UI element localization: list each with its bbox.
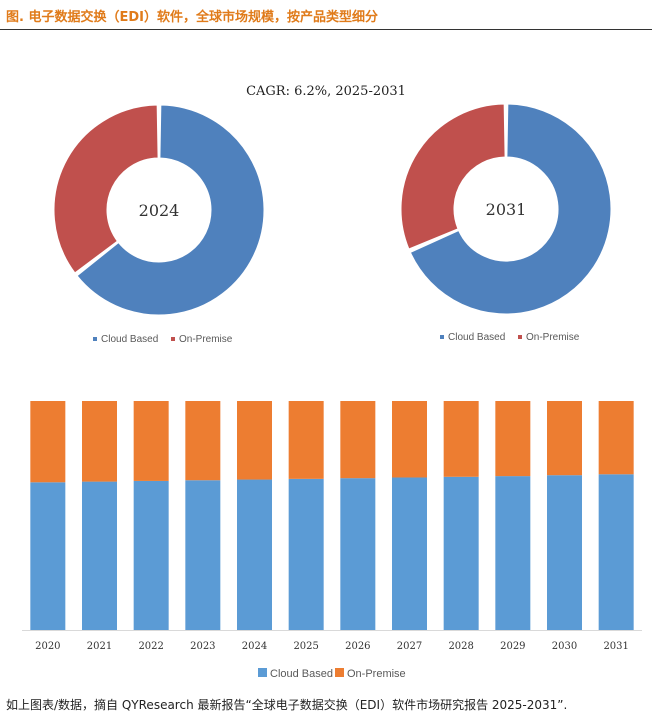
bar-cloud-based-2021 [82, 481, 117, 630]
bar-on-premise-2028 [443, 401, 479, 477]
x-tick-label: 2031 [603, 641, 628, 652]
donut-slice-on-premise [400, 103, 506, 250]
bar-on-premise-2023 [185, 401, 221, 481]
bar-on-premise-2021 [82, 401, 117, 482]
bar-cloud-based-2023 [185, 480, 221, 630]
bar-cloud-based-2030 [547, 475, 582, 630]
x-tick-label: 2022 [138, 641, 163, 652]
bar-on-premise-2027 [392, 401, 427, 478]
page-title: 图. 电子数据交换（EDI）软件，全球市场规模，按产品类型细分 [6, 10, 378, 25]
legend-swatch [93, 337, 97, 341]
legend-swatch [518, 335, 522, 339]
legend-label: Cloud Based [448, 332, 505, 343]
cagr-label: CAGR: 6.2%, 2025-2031 [246, 84, 406, 99]
x-tick-label: 2023 [190, 641, 215, 652]
x-tick-label: 2026 [345, 641, 370, 652]
legend-label: On-Premise [179, 334, 233, 345]
bar-on-premise-2022 [133, 401, 169, 481]
header-divider [0, 29, 652, 30]
donut-slice-on-premise [53, 104, 159, 274]
legend-label: On-Premise [526, 332, 580, 343]
donut-chart-2024: 2024 Cloud Based On-Premise [53, 104, 265, 345]
bar-cloud-based-2022 [133, 480, 169, 630]
donut-chart-2031: 2031 Cloud Based On-Premise [400, 103, 612, 343]
x-tick-label: 2021 [87, 641, 112, 652]
bar-cloud-based-2025 [288, 478, 324, 630]
source-note: 如上图表/数据，摘自 QYResearch 最新报告“全球电子数据交换（EDI）… [6, 698, 568, 712]
bar-on-premise-2020 [30, 401, 66, 483]
bar-on-premise-2029 [495, 401, 531, 477]
donut-center-label: 2024 [139, 201, 180, 220]
legend-label: Cloud Based [270, 668, 333, 680]
x-tick-label: 2029 [500, 641, 525, 652]
donut-slice-cloud-based [409, 103, 612, 315]
donut-center-label: 2031 [486, 200, 527, 219]
legend-swatch [440, 335, 444, 339]
x-tick-label: 2030 [552, 641, 577, 652]
bar-cloud-based-2026 [340, 478, 376, 630]
stacked-bar-chart: 2020 2021 2022 2023 2024 2025 2026 2027 2028 2029… [22, 401, 642, 680]
legend-swatch [171, 337, 175, 341]
x-tick-label: 2024 [242, 641, 267, 652]
x-tick-label: 2028 [448, 641, 473, 652]
x-tick-label: 2025 [293, 641, 318, 652]
bar-cloud-based-2031 [598, 474, 634, 630]
x-tick-label: 2027 [397, 641, 422, 652]
bar-cloud-based-2024 [237, 479, 272, 630]
bar-on-premise-2031 [598, 401, 634, 475]
bar-on-premise-2030 [547, 401, 582, 476]
x-tick-label: 2020 [35, 641, 60, 652]
bar-on-premise-2026 [340, 401, 376, 479]
bar-cloud-based-2029 [495, 476, 531, 630]
legend-label: Cloud Based [101, 334, 158, 345]
legend-swatch [258, 668, 267, 677]
legend-swatch [335, 668, 344, 677]
legend-label: On-Premise [347, 668, 406, 680]
bar-cloud-based-2020 [30, 482, 66, 630]
bar-cloud-based-2028 [443, 476, 479, 630]
bar-on-premise-2024 [237, 401, 272, 480]
donut-slice-cloud-based [76, 104, 265, 316]
bar-cloud-based-2027 [392, 477, 427, 630]
bar-on-premise-2025 [288, 401, 324, 479]
